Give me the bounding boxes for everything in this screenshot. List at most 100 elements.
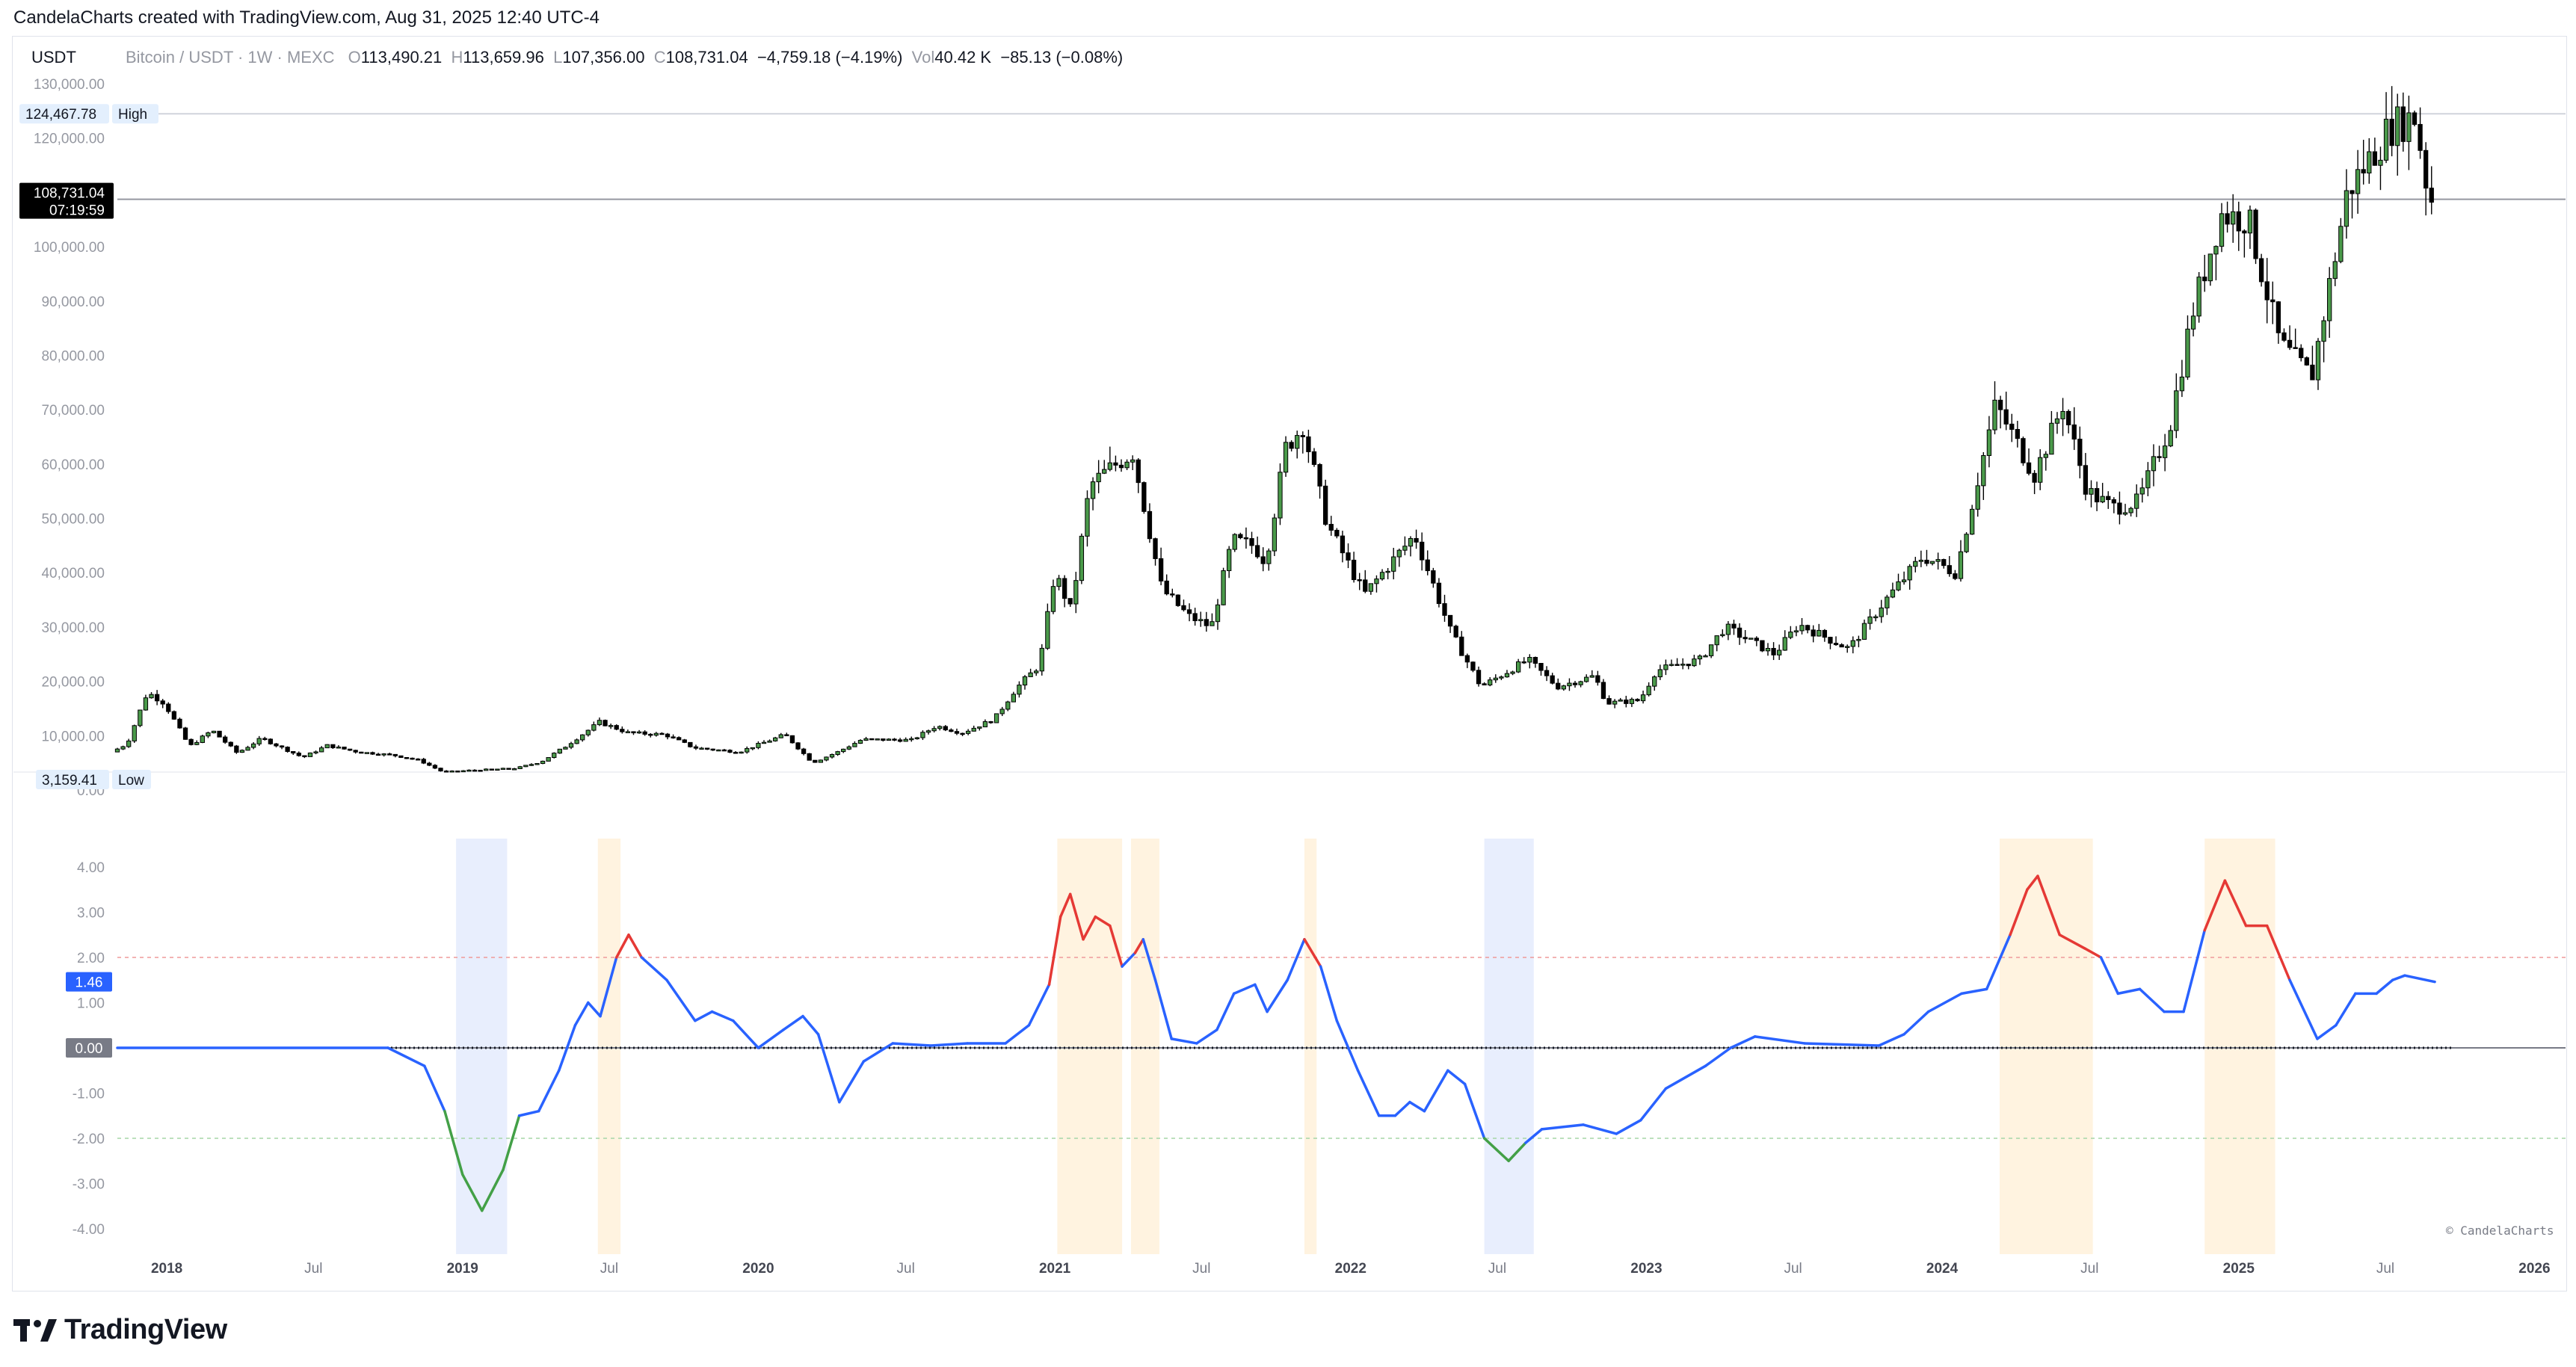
high-value-marker (19, 104, 109, 124)
osc-axis-tick: 4.00 (77, 860, 105, 876)
candle-body (1618, 700, 1623, 702)
symbol-title[interactable]: Bitcoin / USDT · 1W · MEXC (126, 48, 335, 67)
candle-body (182, 727, 188, 740)
candle-body (1175, 594, 1181, 606)
osc-line-segment (1170, 1037, 1198, 1045)
low-value: 107,356.00 (562, 48, 645, 67)
price-axis-tick: 70,000.00 (41, 403, 105, 419)
candle-body (1227, 549, 1232, 572)
candle-body (392, 753, 398, 756)
candle-body (2400, 106, 2406, 142)
osc-line-segment (1639, 1087, 1668, 1122)
candle-body (1515, 661, 1521, 673)
osc-line-segment (386, 1046, 426, 1067)
osc-line-segment (1109, 924, 1124, 968)
candle-body (2207, 253, 2213, 282)
candle-body (540, 760, 546, 765)
candle-body (1986, 429, 1992, 456)
candle-body (1624, 700, 1629, 704)
candle-body (2281, 332, 2287, 341)
candle-body (1861, 623, 1867, 640)
candle-body (1692, 658, 1697, 667)
candle-body (2122, 512, 2128, 515)
candle-body (2253, 209, 2258, 259)
candle-body (1311, 451, 1317, 465)
candle-body (1799, 625, 1805, 632)
candle-body (580, 734, 585, 741)
osc-line-segment (1082, 915, 1097, 941)
candle-body (438, 768, 443, 772)
bar-countdown: 07:19:59 (49, 203, 105, 219)
candle-body (721, 749, 727, 752)
candle-body (1391, 556, 1396, 572)
candle-body (114, 748, 120, 753)
candle-body (1011, 694, 1017, 703)
candle-body (857, 740, 863, 744)
candle-body (1964, 534, 1969, 552)
osc-line-segment (2026, 874, 2039, 891)
candle-body (1357, 579, 1362, 581)
osc-axis-tick: -4.00 (73, 1222, 105, 1238)
candle-body (778, 734, 783, 738)
candle-body (2219, 213, 2225, 247)
osc-line-segment (1507, 1141, 1527, 1162)
chart-frame (12, 36, 2567, 1292)
candle-body (1817, 629, 1822, 637)
candle-body (1283, 442, 1289, 473)
candle-body (2083, 465, 2089, 495)
candle-body (1363, 579, 1368, 592)
candle-body (801, 748, 807, 754)
candle-body (1538, 663, 1544, 671)
candle-body (1890, 589, 1896, 598)
candle-body (1708, 644, 1714, 656)
candle-body (1544, 670, 1550, 676)
candle-body (1929, 561, 1935, 564)
candle-body (1822, 629, 1828, 638)
candle-body (2009, 423, 2015, 431)
candle-body (2332, 261, 2338, 280)
candle-body (489, 768, 494, 771)
osc-axis-tick: 3.00 (77, 906, 105, 922)
candle-body (2321, 320, 2326, 342)
time-axis-tick: 2020 (742, 1261, 774, 1277)
time-axis-tick: 2023 (1630, 1261, 1662, 1277)
candle-body (1777, 649, 1782, 655)
candle-body (704, 747, 710, 750)
candle-body (455, 771, 460, 773)
candle-body (1436, 582, 1442, 605)
candle-body (665, 733, 671, 738)
candle-body (846, 746, 851, 750)
candle-body (1147, 510, 1153, 540)
candle-body (2094, 488, 2100, 503)
candle-body (1697, 655, 1703, 660)
currency-label: USDT (31, 48, 76, 67)
candle-body (2179, 376, 2185, 392)
watermark-text: © CandelaCharts (2446, 1223, 2554, 1238)
candle-body (2395, 106, 2400, 146)
osc-line-segment (1423, 1069, 1449, 1113)
candle-body (1464, 655, 1470, 663)
candle-body (1788, 632, 1793, 638)
candle-body (149, 694, 154, 699)
candle-body (1760, 640, 1765, 652)
candle-body (2202, 277, 2207, 282)
candle-body (1488, 679, 1493, 685)
candle-body (534, 763, 540, 765)
candle-body (1714, 635, 1719, 646)
tradingview-logo[interactable]: TradingView (13, 1314, 227, 1346)
candle-body (1567, 682, 1572, 687)
candle-body (1856, 638, 1861, 641)
close-label: C (653, 48, 666, 67)
candle-body (1867, 616, 1873, 624)
candle-body (1499, 676, 1504, 679)
osc-line-segment (1408, 1100, 1426, 1113)
candle-body (291, 750, 296, 754)
candle-body (2231, 211, 2236, 225)
candle-body (1771, 647, 1776, 655)
candle-body (999, 709, 1005, 715)
high-label: H (451, 48, 463, 67)
candle-body (597, 720, 603, 726)
candle-body (2060, 410, 2065, 419)
osc-value-marker (66, 972, 112, 992)
